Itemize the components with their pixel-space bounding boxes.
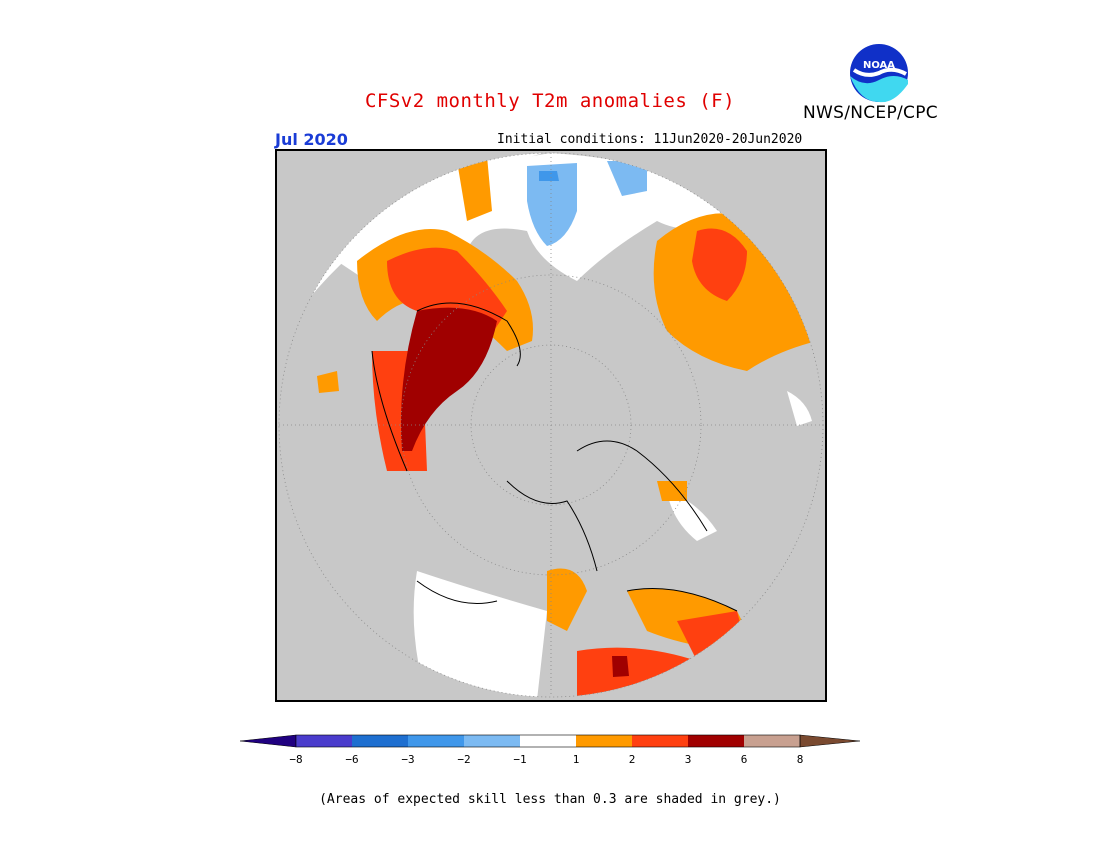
- colorbar-bin-6: [576, 735, 632, 747]
- colorbar-tick: 2: [629, 753, 636, 766]
- initial-conditions: Initial conditions: 11Jun2020-20Jun2020: [497, 132, 803, 147]
- colorbar-bin-7: [632, 735, 688, 747]
- red-region-ne: [692, 228, 747, 301]
- orange-region-w: [317, 371, 339, 393]
- colorbar-bin-3: [408, 735, 464, 747]
- blue-patch-north: [527, 163, 577, 246]
- colorbar-tick: 6: [741, 753, 748, 766]
- colorbar-tick: −2: [457, 753, 470, 766]
- coastlines: [371, 302, 738, 612]
- colorbar-bin-2: [352, 735, 408, 747]
- forecast-month: Jul 2020: [275, 130, 348, 149]
- orange-region-n: [457, 156, 492, 221]
- graticule: [279, 153, 823, 697]
- darkred-region-nw: [401, 307, 497, 451]
- colorbar-tick: 3: [685, 753, 692, 766]
- noaa-logo-icon: NOAA: [847, 41, 911, 105]
- white-region-e: [787, 391, 812, 426]
- colorbar-bin-1: [296, 735, 352, 747]
- noaa-logo-text: NOAA: [863, 60, 895, 71]
- colorbar-tick: 8: [797, 753, 804, 766]
- colorbar-arrow-right: [799, 734, 861, 748]
- blue-patch-north-dark: [539, 171, 559, 181]
- colorbar-bin-8: [688, 735, 744, 747]
- agency-label: NWS/NCEP/CPC: [803, 103, 938, 123]
- colorbar-bin-4: [464, 735, 520, 747]
- white-region-south: [413, 571, 547, 697]
- colorbar-tick: −1: [513, 753, 526, 766]
- skill-note: (Areas of expected skill less than 0.3 a…: [319, 792, 781, 807]
- white-region-se: [667, 491, 717, 541]
- orange-region-e: [657, 481, 687, 501]
- colorbar: −8 −6 −3 −2 −1 1 2 3 6 8: [239, 734, 861, 766]
- colorbar-bin-9: [744, 735, 800, 747]
- blue-patch-ne: [607, 161, 647, 196]
- map-title: CFSv2 monthly T2m anomalies (F): [364, 90, 736, 112]
- orange-region-s: [547, 568, 587, 631]
- colorbar-bin-5: [520, 735, 576, 747]
- colorbar-tick: −3: [401, 753, 414, 766]
- colorbar-arrow-left: [239, 734, 297, 748]
- colorbar-tick: −6: [345, 753, 358, 766]
- colorbar-tick: −8: [289, 753, 302, 766]
- colorbar-tick: 1: [573, 753, 580, 766]
- polar-map: [275, 149, 827, 702]
- polar-map-svg: [278, 152, 824, 698]
- darkred-region-s: [612, 656, 629, 677]
